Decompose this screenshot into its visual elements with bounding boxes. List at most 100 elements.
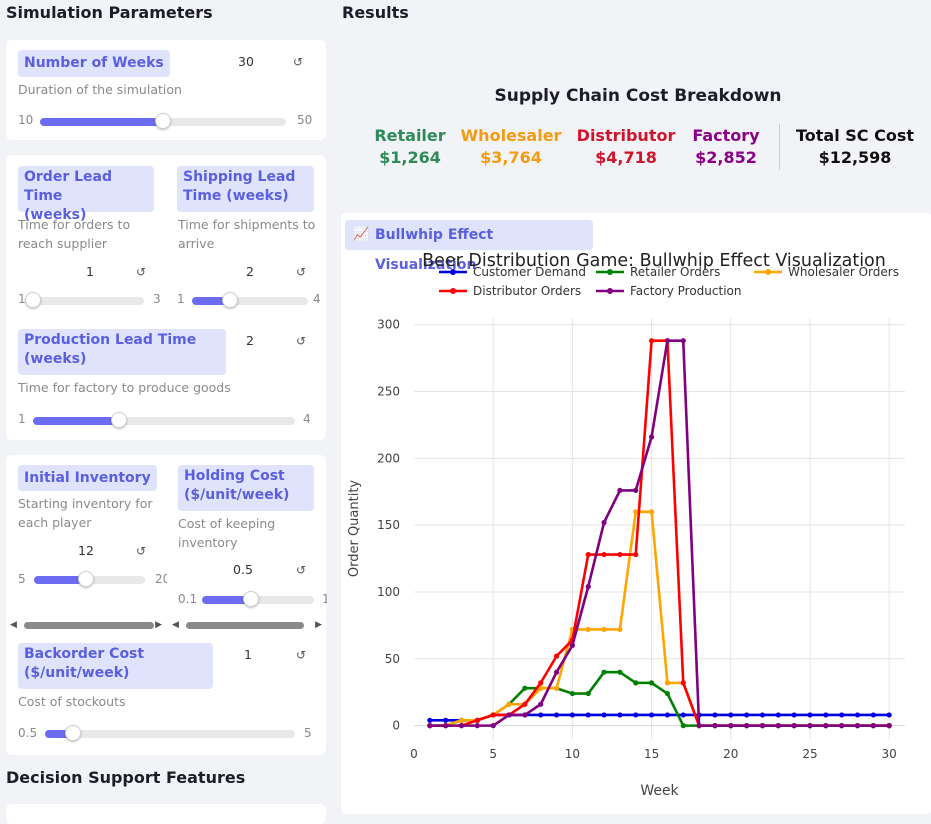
data-point — [585, 584, 591, 590]
holding-cost-input[interactable]: 0.5 ↺ — [213, 558, 314, 582]
legend-label: Factory Production — [630, 284, 742, 298]
legend-label: Retailer Orders — [630, 265, 720, 279]
data-point — [854, 712, 861, 718]
refresh-icon[interactable]: ↺ — [295, 265, 307, 279]
order-lead-time-value[interactable]: 1 — [86, 264, 94, 279]
data-point — [759, 723, 766, 729]
data-point — [601, 551, 607, 558]
holding-cost-slider-thumb[interactable] — [243, 591, 260, 607]
weeks-help: Duration of the simulation — [18, 82, 182, 97]
data-point — [744, 712, 750, 718]
data-point — [506, 712, 512, 718]
data-point — [648, 680, 655, 686]
data-point — [680, 680, 686, 686]
order-lead-time-input[interactable]: 1 ↺ — [66, 260, 154, 284]
backorder-cost-slider[interactable] — [45, 725, 295, 741]
data-point — [522, 701, 528, 707]
data-point — [775, 712, 781, 718]
initial-inventory-slider[interactable] — [34, 571, 145, 587]
x-tick-label: 20 — [723, 747, 738, 761]
data-point — [538, 685, 544, 691]
refresh-icon[interactable]: ↺ — [295, 334, 307, 348]
data-point — [585, 626, 591, 633]
refresh-icon[interactable]: ↺ — [292, 55, 304, 69]
order-lead-time-slider[interactable] — [25, 292, 144, 308]
data-point — [633, 551, 639, 558]
holding-cost-value[interactable]: 0.5 — [233, 562, 253, 577]
initial-inventory-max: 20 — [155, 572, 167, 586]
data-point — [664, 680, 671, 686]
initial-inventory-slider-thumb[interactable] — [78, 571, 95, 587]
cost-wholesaler-value: $3,764 — [480, 148, 542, 167]
order-lead-time-max: 3 — [153, 292, 161, 306]
cost-wholesaler-name: Wholesaler — [460, 126, 562, 145]
y-axis-label: Order Quantity — [347, 480, 362, 578]
backorder-cost-slider-thumb[interactable] — [64, 725, 81, 741]
weeks-min: 10 — [18, 113, 34, 127]
data-point — [648, 712, 655, 718]
weeks-value[interactable]: 30 — [238, 54, 254, 69]
cost-distributor-value: $4,718 — [595, 148, 657, 167]
weeks-input[interactable]: 30 ↺ — [219, 50, 311, 74]
weeks-slider-thumb[interactable] — [155, 113, 171, 129]
backorder-cost-label: Backorder Cost ($/unit/week) — [18, 643, 213, 689]
production-lead-time-input[interactable]: 2 ↺ — [230, 329, 314, 353]
refresh-icon[interactable]: ↺ — [295, 563, 307, 577]
data-point — [506, 701, 512, 707]
holding-cost-min: 0.1 — [178, 592, 198, 606]
cost-factory: Factory $2,852 — [686, 126, 766, 167]
shipping-lead-time-slider-thumb[interactable] — [222, 292, 239, 308]
x-tick-label: 5 — [489, 747, 497, 761]
holding-cost-slider[interactable] — [202, 591, 314, 607]
legend-marker — [607, 288, 613, 294]
production-lead-time-slider-thumb[interactable] — [111, 412, 128, 428]
horizontal-scrollbar-right[interactable]: ◀ ▶ — [172, 620, 322, 630]
chart-title: Beer Distribution Game: Bullwhip Effect … — [422, 251, 886, 271]
shipping-lead-time-input[interactable]: 2 ↺ — [226, 260, 314, 284]
scrollbar-thumb[interactable] — [186, 622, 304, 629]
backorder-cost-value[interactable]: 1 — [244, 647, 252, 662]
initial-inventory-value[interactable]: 12 — [78, 543, 94, 558]
data-point — [854, 723, 861, 729]
legend-label: Distributor Orders — [473, 284, 581, 298]
y-tick-label: 250 — [377, 385, 400, 399]
shipping-lead-time-slider[interactable] — [192, 292, 308, 308]
initial-inventory-input[interactable]: 12 ↺ — [58, 539, 154, 563]
data-point — [443, 717, 449, 723]
data-point — [648, 509, 655, 515]
scroll-right-icon[interactable]: ▶ — [315, 620, 322, 630]
y-tick-label: 50 — [385, 652, 400, 666]
production-lead-time-label: Production Lead Time (weeks) — [18, 329, 226, 375]
shipping-lead-time-value[interactable]: 2 — [246, 264, 254, 279]
tab-bullwhip-visualization[interactable]: 📈 Bullwhip Effect Visualization — [345, 220, 593, 273]
data-point — [870, 712, 876, 718]
data-point — [648, 434, 655, 440]
production-lead-time-slider[interactable] — [33, 412, 295, 428]
data-point — [696, 723, 702, 729]
data-point — [728, 723, 734, 729]
order-lead-time-slider-thumb[interactable] — [25, 292, 41, 308]
scrollbar-thumb[interactable] — [24, 622, 154, 629]
data-point — [807, 712, 813, 718]
backorder-cost-label-line2: ($/unit/week) — [24, 665, 130, 681]
initial-inventory-label: Initial Inventory — [18, 465, 157, 491]
holding-cost-label-line1: Holding Cost — [184, 468, 285, 484]
production-lead-time-value[interactable]: 2 — [246, 333, 254, 348]
horizontal-scrollbar-left[interactable]: ◀ ▶ — [10, 620, 162, 630]
weeks-slider[interactable] — [40, 113, 286, 129]
backorder-cost-input[interactable]: 1 ↺ — [216, 643, 314, 667]
data-point — [538, 701, 544, 707]
refresh-icon[interactable]: ↺ — [135, 544, 147, 558]
scroll-left-icon[interactable]: ◀ — [10, 620, 17, 630]
scroll-right-icon[interactable]: ▶ — [155, 620, 162, 630]
initial-inventory-help-line1: Starting inventory for — [18, 496, 153, 511]
data-point — [458, 717, 465, 723]
shipping-lead-time-help: Time for shipments to arrive — [178, 215, 315, 253]
data-point — [617, 669, 623, 675]
data-point — [585, 551, 591, 558]
data-point — [870, 723, 876, 729]
scroll-left-icon[interactable]: ◀ — [172, 620, 179, 630]
refresh-icon[interactable]: ↺ — [295, 648, 307, 662]
data-point — [427, 717, 433, 723]
refresh-icon[interactable]: ↺ — [135, 265, 147, 279]
